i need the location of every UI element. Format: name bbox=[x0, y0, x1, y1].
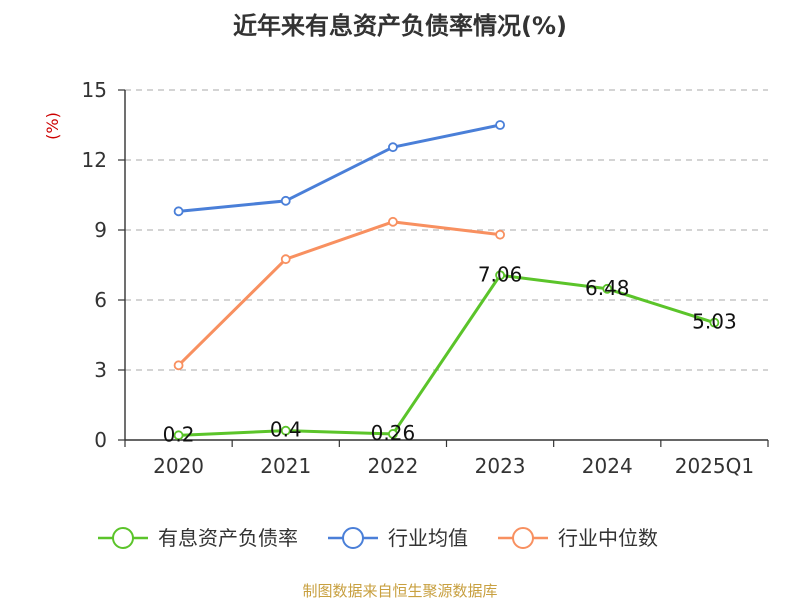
data-label: 0.4 bbox=[270, 418, 302, 442]
legend-item: 行业中位数 bbox=[498, 526, 658, 550]
series-lines bbox=[173, 120, 720, 441]
data-point bbox=[709, 317, 720, 328]
x-tick-label: 2022 bbox=[367, 454, 418, 478]
x-tick-label: 2023 bbox=[475, 454, 526, 478]
x-tick-label: 2021 bbox=[260, 454, 311, 478]
data-label: 6.48 bbox=[585, 276, 630, 300]
legend-marker bbox=[512, 527, 534, 549]
grid-lines bbox=[125, 89, 768, 371]
source-note: 制图数据来自恒生聚源数据库 bbox=[302, 582, 497, 600]
data-labels: 0.2 0.4 0.26 7.06 6.48 5.03 bbox=[163, 262, 737, 446]
data-point bbox=[388, 429, 398, 439]
y-tick-label: 15 bbox=[82, 78, 107, 102]
legend-label: 行业均值 bbox=[388, 526, 468, 550]
data-point bbox=[388, 142, 398, 153]
y-axis-unit: (%) bbox=[43, 112, 62, 140]
axes: 0 3 6 9 12 15 2020 2021 2022 2023 2024 2025Q1 bbox=[82, 78, 769, 478]
chart-title: 近年来有息资产负债率情况(%) bbox=[233, 12, 567, 40]
x-tick-label: 2020 bbox=[153, 454, 204, 478]
legend-label: 行业中位数 bbox=[558, 526, 658, 550]
data-point bbox=[173, 360, 184, 371]
data-point bbox=[280, 254, 291, 265]
series-line bbox=[178, 273, 715, 437]
series-line bbox=[178, 123, 501, 213]
data-label: 0.26 bbox=[371, 421, 416, 445]
y-tick-label: 0 bbox=[94, 428, 107, 452]
legend-item: 行业均值 bbox=[328, 526, 468, 550]
x-tick-label: 2024 bbox=[582, 454, 633, 478]
y-tick-label: 12 bbox=[82, 148, 107, 172]
data-point bbox=[602, 283, 613, 294]
data-point bbox=[495, 120, 505, 130]
y-tick-label: 9 bbox=[94, 218, 107, 242]
data-point bbox=[388, 216, 398, 227]
data-point bbox=[495, 229, 505, 240]
legend: 有息资产负债率 行业均值 行业中位数 bbox=[98, 526, 658, 550]
data-point bbox=[280, 195, 291, 206]
legend-item: 有息资产负债率 bbox=[98, 526, 298, 550]
legend-label: 有息资产负债率 bbox=[158, 526, 298, 550]
legend-marker bbox=[112, 527, 134, 549]
series-1 bbox=[173, 270, 720, 441]
data-label: 5.03 bbox=[692, 310, 737, 334]
series-line bbox=[177, 220, 501, 367]
data-point bbox=[173, 206, 184, 217]
series-3 bbox=[173, 216, 505, 371]
data-label: 0.2 bbox=[163, 422, 195, 446]
y-tick-label: 3 bbox=[94, 358, 107, 382]
x-tick-label: 2025Q1 bbox=[675, 454, 754, 478]
data-point bbox=[173, 430, 184, 441]
data-point bbox=[495, 270, 505, 281]
y-tick-label: 6 bbox=[94, 288, 107, 312]
data-label: 7.06 bbox=[478, 262, 523, 286]
data-point bbox=[280, 425, 291, 436]
legend-marker bbox=[342, 527, 364, 549]
series-2 bbox=[173, 120, 505, 217]
